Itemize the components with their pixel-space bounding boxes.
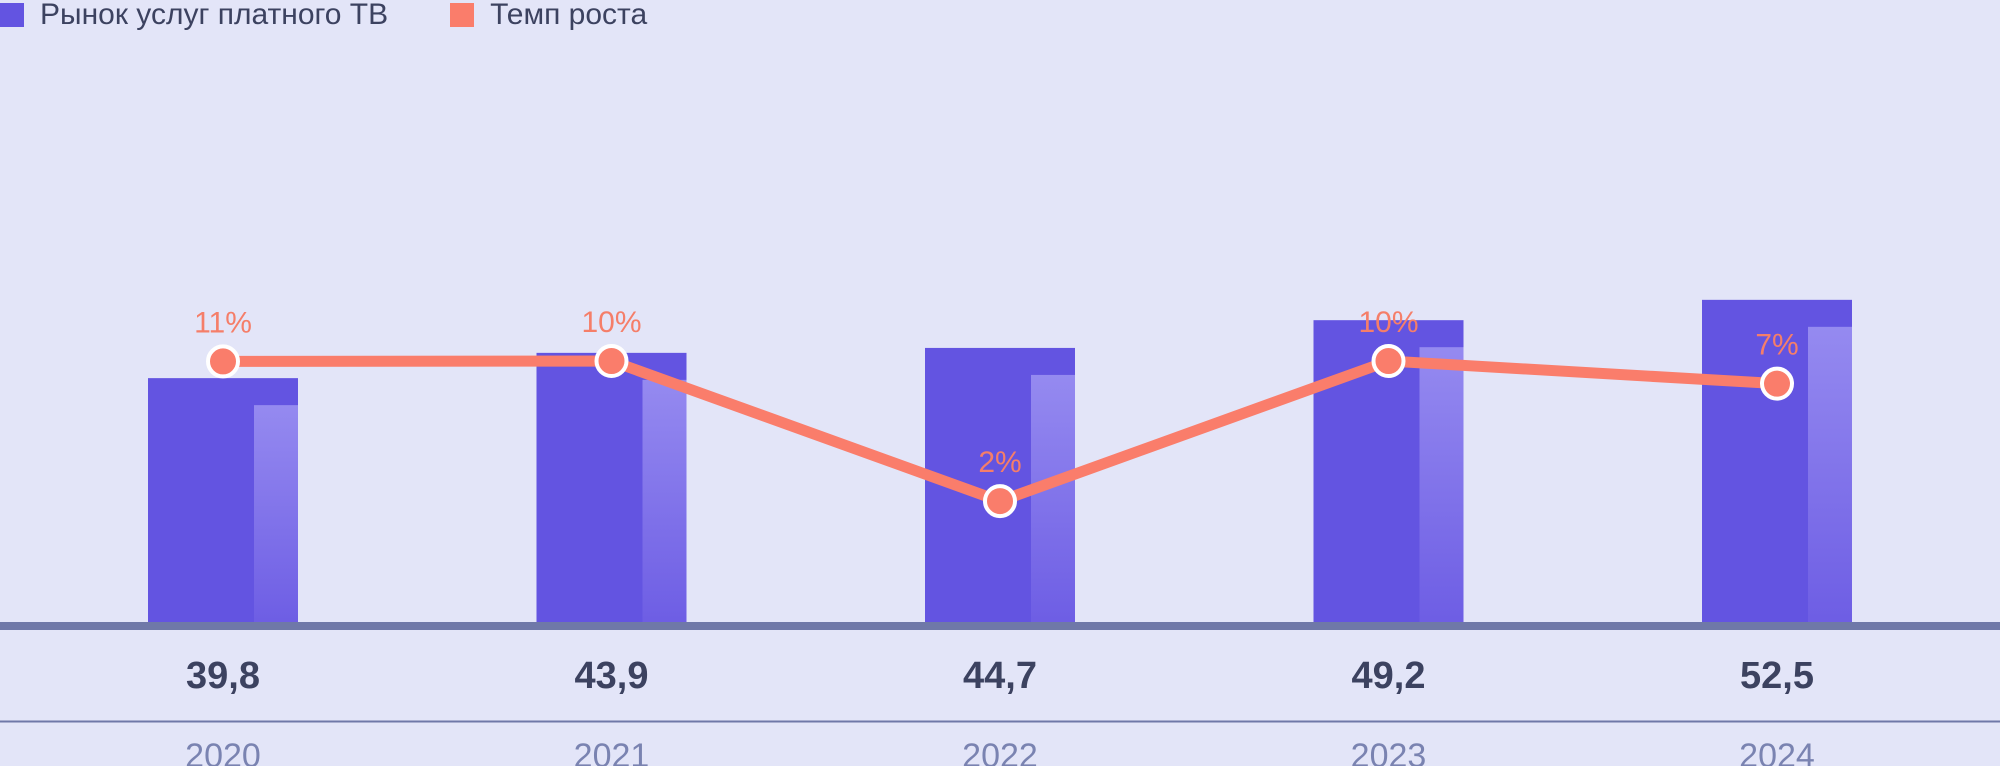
legend: Рынок услуг платного ТВ Темп роста: [0, 0, 709, 30]
bar-highlight-2022: [1031, 374, 1075, 626]
year-label-2021: 2021: [574, 737, 650, 766]
labels-layer: 11% 10% 2% 10% 7% 39,8 43,9 44,7 49,2 52,5 2020 202…: [185, 306, 1815, 766]
growth-point-2023: [1371, 344, 1406, 378]
legend-swatch-bar: [0, 3, 24, 27]
year-label-2022: 2022: [962, 737, 1038, 766]
growth-label-2024: 7%: [1755, 329, 1798, 362]
value-label-2023: 49,2: [1352, 655, 1426, 697]
bar-highlight-2024: [1808, 326, 1852, 626]
line-layer: [206, 344, 1794, 519]
growth-label-2020: 11%: [194, 306, 252, 339]
bar-highlight-2023: [1419, 347, 1464, 626]
growth-point-2020: [206, 344, 240, 379]
growth-label-2022: 2%: [978, 446, 1021, 479]
growth-point-2024: [1760, 366, 1794, 401]
legend-label-growth: Темп роста: [490, 0, 648, 31]
bar-highlight-2021: [642, 379, 687, 626]
growth-point-2021: [594, 344, 629, 378]
legend-item-market: Рынок услуг платного ТВ: [0, 0, 388, 30]
year-label-2020: 2020: [185, 737, 261, 766]
year-label-2024: 2024: [1739, 737, 1815, 766]
growth-point-2022: [983, 484, 1017, 519]
legend-swatch-line: [450, 3, 475, 27]
value-label-2020: 39,8: [186, 655, 260, 697]
year-label-2023: 2023: [1351, 737, 1427, 766]
legend-label-market: Рынок услуг платного ТВ: [40, 0, 389, 31]
value-label-2022: 44,7: [963, 655, 1037, 697]
growth-label-2023: 10%: [1358, 306, 1418, 339]
bar-highlight-2020: [254, 405, 298, 626]
value-label-2021: 43,9: [575, 655, 649, 697]
legend-item-growth: Темп роста: [450, 0, 647, 30]
growth-label-2021: 10%: [581, 306, 641, 339]
value-label-2024: 52,5: [1740, 655, 1814, 697]
